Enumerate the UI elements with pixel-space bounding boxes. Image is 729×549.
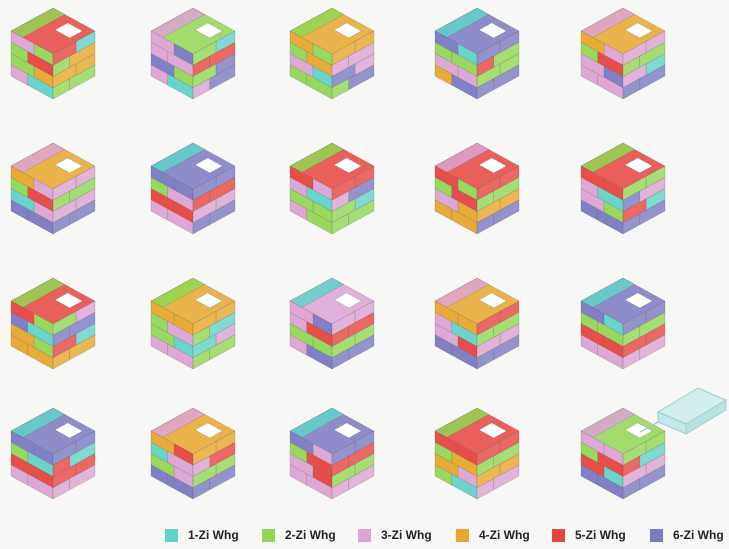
top-notch bbox=[624, 292, 653, 309]
legend-label: 1-Zi Whg bbox=[188, 528, 239, 542]
top-notch bbox=[194, 157, 223, 174]
apartment-cube bbox=[150, 142, 236, 235]
legend-label: 4-Zi Whg bbox=[479, 528, 530, 542]
right-face-segment bbox=[348, 464, 375, 491]
top-notch bbox=[624, 157, 653, 174]
top-notch bbox=[624, 22, 653, 39]
top-notch bbox=[194, 22, 223, 39]
apartment-cube bbox=[10, 7, 96, 100]
right-face-segment bbox=[69, 199, 96, 226]
apartment-cube bbox=[150, 277, 236, 370]
legend: 1-Zi Whg 2-Zi Whg 3-Zi Whg 4-Zi Whg 5-Zi… bbox=[0, 526, 729, 546]
legend-item-2zi: 2-Zi Whg bbox=[262, 526, 336, 544]
right-face-segment bbox=[348, 199, 375, 226]
apartment-cube bbox=[150, 407, 236, 500]
legend-label: 3-Zi Whg bbox=[381, 528, 432, 542]
legend-swatch bbox=[456, 528, 469, 542]
right-face-segment bbox=[69, 464, 96, 491]
right-face-segment bbox=[209, 464, 236, 491]
top-notch bbox=[54, 422, 83, 439]
legend-item-4zi: 4-Zi Whg bbox=[456, 526, 530, 544]
apartment-cube bbox=[10, 407, 96, 500]
top-notch bbox=[54, 157, 83, 174]
right-face-segment bbox=[639, 199, 666, 226]
top-notch bbox=[478, 422, 507, 439]
apartment-cube bbox=[580, 142, 666, 235]
right-face-segment bbox=[69, 334, 96, 361]
apartment-cube bbox=[289, 277, 375, 370]
right-face-segment bbox=[209, 334, 236, 361]
legend-item-5zi: 5-Zi Whg bbox=[552, 526, 626, 544]
right-face-segment bbox=[493, 334, 520, 361]
apartment-cube bbox=[580, 407, 666, 500]
right-face-segment bbox=[209, 199, 236, 226]
extra-unit-box bbox=[640, 387, 728, 435]
apartment-cube bbox=[580, 277, 666, 370]
apartment-cube bbox=[10, 142, 96, 235]
apartment-cube bbox=[434, 7, 520, 100]
top-notch bbox=[194, 292, 223, 309]
top-notch bbox=[333, 157, 362, 174]
top-notch bbox=[194, 422, 223, 439]
legend-swatch bbox=[552, 528, 565, 542]
right-face-segment bbox=[639, 464, 666, 491]
legend-swatch bbox=[358, 528, 371, 542]
apartment-cube bbox=[10, 277, 96, 370]
right-face-segment bbox=[639, 334, 666, 361]
apartment-cube bbox=[150, 7, 236, 100]
apartment-cube bbox=[434, 407, 520, 500]
right-face-segment bbox=[493, 64, 520, 91]
top-notch bbox=[478, 292, 507, 309]
apartment-cube bbox=[289, 7, 375, 100]
top-notch bbox=[478, 22, 507, 39]
apartment-cube bbox=[434, 277, 520, 370]
top-notch bbox=[333, 292, 362, 309]
right-face-segment bbox=[639, 64, 666, 91]
legend-label: 2-Zi Whg bbox=[285, 528, 336, 542]
top-notch bbox=[54, 22, 83, 39]
legend-swatch bbox=[650, 528, 663, 542]
legend-item-6zi: 6-Zi Whg bbox=[650, 526, 724, 544]
right-face-segment bbox=[493, 199, 520, 226]
legend-label: 5-Zi Whg bbox=[575, 528, 626, 542]
top-notch bbox=[333, 22, 362, 39]
right-face-segment bbox=[209, 64, 236, 91]
legend-label: 6-Zi Whg bbox=[673, 528, 724, 542]
legend-swatch bbox=[262, 528, 275, 542]
top-notch bbox=[333, 422, 362, 439]
apartment-cube bbox=[580, 7, 666, 100]
apartment-cube bbox=[289, 142, 375, 235]
right-face-segment bbox=[493, 464, 520, 491]
right-face-segment bbox=[348, 334, 375, 361]
legend-item-1zi: 1-Zi Whg bbox=[165, 526, 239, 544]
right-face-segment bbox=[69, 64, 96, 91]
top-notch bbox=[478, 157, 507, 174]
right-face-segment bbox=[348, 64, 375, 91]
apartment-cube bbox=[289, 407, 375, 500]
apartment-cube bbox=[434, 142, 520, 235]
top-notch bbox=[54, 292, 83, 309]
legend-item-3zi: 3-Zi Whg bbox=[358, 526, 432, 544]
legend-swatch bbox=[165, 528, 178, 542]
